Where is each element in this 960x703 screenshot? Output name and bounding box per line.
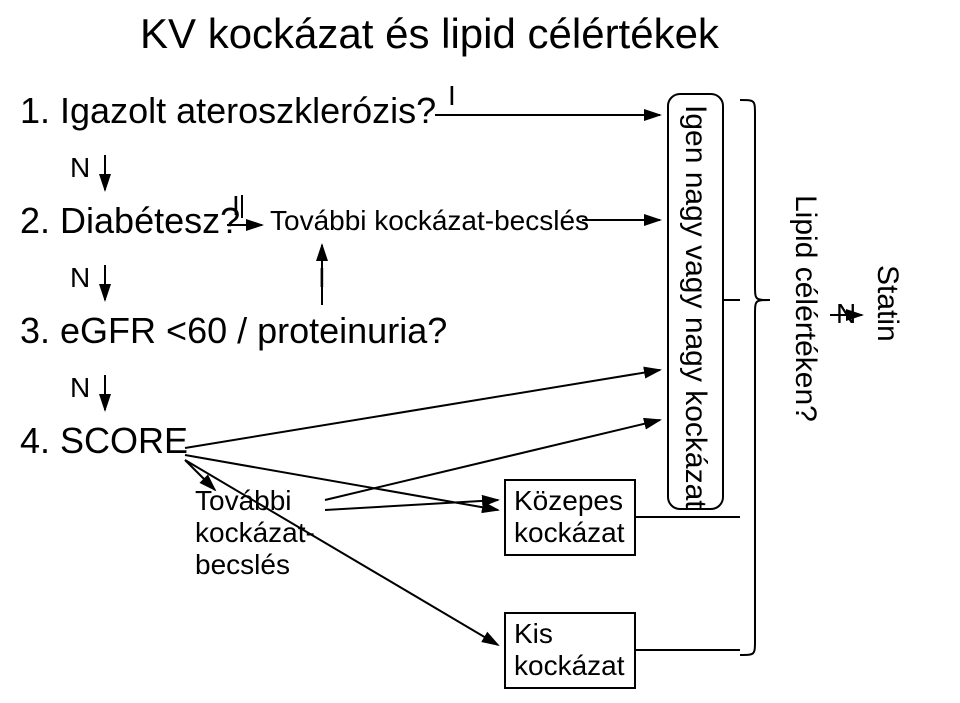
question-2: 2. Diabétesz? xyxy=(20,200,240,242)
diagram-title: KV kockázat és lipid célértékek xyxy=(140,10,719,58)
label-tovabbi-top: További kockázat-becslés xyxy=(270,205,589,237)
kis-l1: Kis xyxy=(514,618,625,650)
tovabbi-l2: kockázat- xyxy=(195,517,315,549)
label-i-q2: I xyxy=(232,190,240,222)
label-statin: Statin xyxy=(870,265,904,342)
kozepes-l2: kockázat xyxy=(514,517,625,549)
label-igen-nagy: Igen nagy vagy nagy kockázat xyxy=(678,105,712,509)
question-1: 1. Igazolt ateroszklerózis? xyxy=(20,90,436,132)
label-n1: N xyxy=(70,152,90,184)
label-i-mid: I xyxy=(318,262,326,294)
label-n3: N xyxy=(70,372,90,404)
question-4: 4. SCORE xyxy=(20,420,188,462)
label-kozepes: Közepes kockázat xyxy=(514,485,625,549)
label-n-lipid: N xyxy=(836,298,856,330)
tovabbi-l3: becslés xyxy=(195,549,315,581)
kozepes-l1: Közepes xyxy=(514,485,625,517)
kis-l2: kockázat xyxy=(514,650,625,682)
label-tovabbi-bottom: További kockázat- becslés xyxy=(195,485,315,581)
label-i-q1: I xyxy=(448,80,456,112)
tovabbi-l1: További xyxy=(195,485,315,517)
label-n2: N xyxy=(70,262,90,294)
question-3: 3. eGFR <60 / proteinuria? xyxy=(20,310,447,352)
label-lipid: Lipid célértéken? xyxy=(788,195,822,422)
label-kis: Kis kockázat xyxy=(514,618,625,682)
